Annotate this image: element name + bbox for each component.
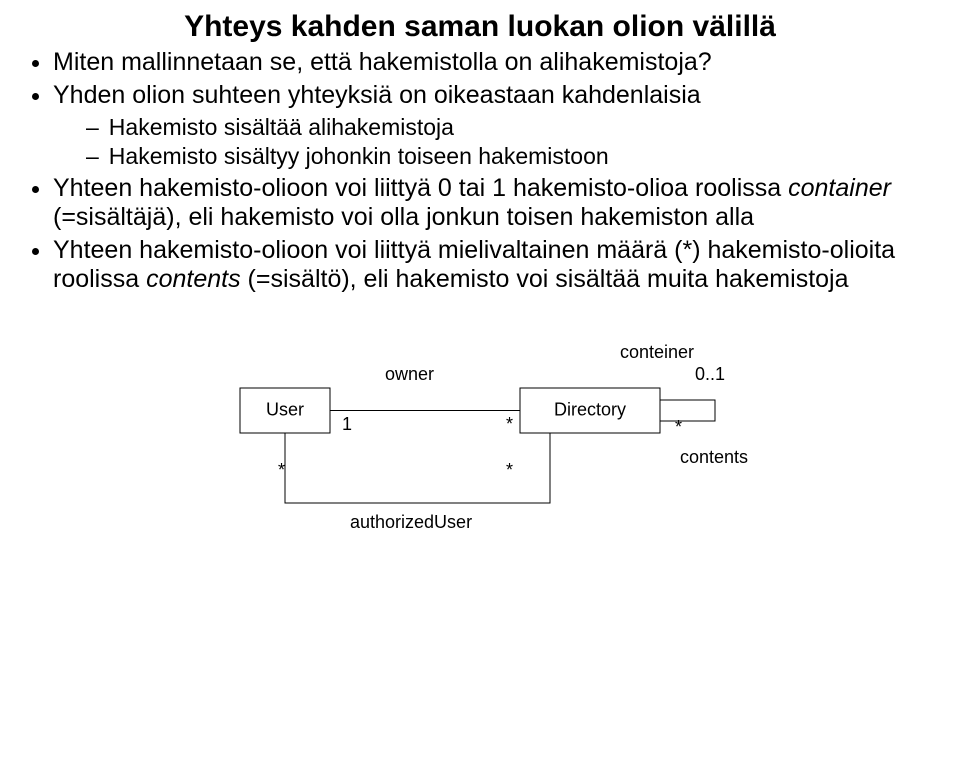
uml-diagram-container: User Directory owner 1 * * * authorizedU…	[30, 328, 930, 548]
uml-diagram: User Directory owner 1 * * * authorizedU…	[210, 328, 750, 548]
bullet-1-text: Miten mallinnetaan se, että hakemistolla…	[53, 48, 712, 77]
bullet-dot-icon	[32, 186, 39, 193]
user-class-label: User	[266, 399, 304, 419]
bullet-dot-icon	[32, 248, 39, 255]
dash-icon: –	[86, 114, 99, 141]
bullet-dot-icon	[32, 93, 39, 100]
bullet-2-sub-2: – Hakemisto sisältyy johonkin toiseen ha…	[86, 143, 930, 170]
authorizeduser-role-label: authorizedUser	[350, 512, 472, 532]
bullet-2-text: Yhden olion suhteen yhteyksiä on oikeast…	[53, 81, 701, 110]
dash-icon: –	[86, 143, 99, 170]
bullet-2-sublist: – Hakemisto sisältää alihakemistoja – Ha…	[86, 114, 930, 170]
conteiner-role-label: conteiner	[620, 342, 694, 362]
bullet-3-text-b: (=sisältäjä), eli hakemisto voi olla jon…	[53, 203, 754, 231]
bullet-4-text-b: (=sisältö), eli hakemisto voi sisältää m…	[241, 265, 849, 293]
multiplicity-star-dir-left: *	[506, 414, 513, 434]
bullet-3-text-a: Yhteen hakemisto-olioon voi liittyä 0 ta…	[53, 174, 788, 202]
multiplicity-1: 1	[342, 414, 352, 434]
directory-self-association-line	[660, 400, 715, 421]
bullet-2-sub-1: – Hakemisto sisältää alihakemistoja	[86, 114, 930, 141]
directory-class-label: Directory	[554, 399, 626, 419]
bullet-4-text: Yhteen hakemisto-olioon voi liittyä miel…	[53, 236, 930, 294]
bullet-2: Yhden olion suhteen yhteyksiä on oikeast…	[30, 81, 930, 110]
multiplicity-star-right: *	[675, 417, 682, 437]
bullet-4-italic: contents	[146, 265, 241, 293]
multiplicity-star-dir-bot: *	[506, 460, 513, 480]
bullet-4: Yhteen hakemisto-olioon voi liittyä miel…	[30, 236, 930, 294]
contents-role-label: contents	[680, 447, 748, 467]
bullet-3: Yhteen hakemisto-olioon voi liittyä 0 ta…	[30, 174, 930, 232]
multiplicity-star-user-bot: *	[278, 460, 285, 480]
slide-title: Yhteys kahden saman luokan olion välillä	[30, 10, 930, 44]
bullet-2-sub-1-text: Hakemisto sisältää alihakemistoja	[109, 114, 454, 141]
bullet-3-italic: container	[788, 174, 891, 202]
bullet-3-text: Yhteen hakemisto-olioon voi liittyä 0 ta…	[53, 174, 930, 232]
owner-role-label: owner	[385, 364, 434, 384]
slide-page: Yhteys kahden saman luokan olion välillä…	[0, 0, 960, 548]
multiplicity-0-1: 0..1	[695, 364, 725, 384]
bullet-2-sub-2-text: Hakemisto sisältyy johonkin toiseen hake…	[109, 143, 609, 170]
bullet-dot-icon	[32, 60, 39, 67]
bullet-1: Miten mallinnetaan se, että hakemistolla…	[30, 48, 930, 77]
